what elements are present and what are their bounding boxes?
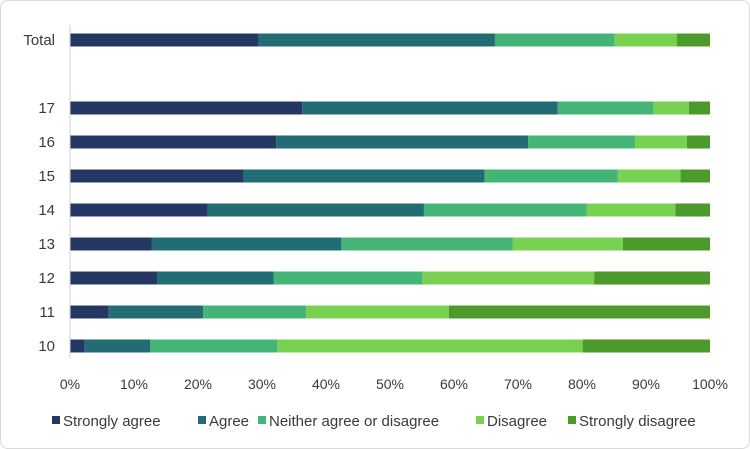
category-label: 13 xyxy=(38,236,55,253)
bar-segment xyxy=(150,339,278,353)
category-label: 15 xyxy=(38,168,55,185)
x-tick-label: 90% xyxy=(632,376,660,392)
bar-segment xyxy=(494,33,615,47)
x-tick-label: 100% xyxy=(692,376,728,392)
x-tick-label: 30% xyxy=(248,376,276,392)
x-tick-label: 0% xyxy=(60,376,80,392)
x-tick-label: 40% xyxy=(312,376,340,392)
category-label: 17 xyxy=(38,100,55,117)
x-tick-label: 60% xyxy=(440,376,468,392)
bar-segment xyxy=(528,135,636,149)
category-label: Total xyxy=(23,32,55,49)
category-label: 12 xyxy=(38,270,55,287)
bar-segment xyxy=(680,169,710,183)
bar-segment xyxy=(653,101,689,115)
category-label: 11 xyxy=(39,304,55,321)
bar-segment xyxy=(70,33,259,47)
bar-segment xyxy=(617,169,681,183)
bar-segment xyxy=(512,237,623,251)
legend-swatch xyxy=(258,416,266,424)
bar-segment xyxy=(422,271,595,285)
bar-segment xyxy=(243,169,485,183)
x-axis-tick-labels: 0% 10% 20% 30% 40% 50% 60% 70% 80% 90% 100% xyxy=(60,376,728,392)
bar-segment xyxy=(84,339,150,353)
bar-segment xyxy=(70,101,303,115)
bar-segment xyxy=(423,203,587,217)
legend-swatch xyxy=(476,416,484,424)
bar-segment xyxy=(302,101,558,115)
legend-label: Neither agree or disagree xyxy=(269,413,439,430)
bar-segment xyxy=(277,339,583,353)
bar-segment xyxy=(151,237,342,251)
legend-item: Strongly disagree xyxy=(568,413,696,430)
bar-segment xyxy=(276,135,529,149)
x-tick-label: 70% xyxy=(504,376,532,392)
bar-segment xyxy=(614,33,677,47)
bar-segment xyxy=(108,305,204,319)
category-label: 14 xyxy=(38,202,55,219)
legend-item: Strongly agree xyxy=(52,413,161,430)
bar-segment xyxy=(207,203,424,217)
bar-segment xyxy=(70,305,109,319)
legend-item: Neither agree or disagree xyxy=(258,413,439,430)
bar-segment xyxy=(622,237,710,251)
bar-segment xyxy=(70,169,244,183)
legend-item: Disagree xyxy=(476,413,547,430)
bar-segment xyxy=(484,169,618,183)
bar-segment xyxy=(341,237,513,251)
bar-segment xyxy=(203,305,307,319)
x-tick-label: 50% xyxy=(376,376,404,392)
bars-layer xyxy=(70,33,710,353)
x-tick-label: 10% xyxy=(120,376,148,392)
bar-segment xyxy=(594,271,710,285)
bar-segment xyxy=(448,305,710,319)
legend-swatch xyxy=(568,416,576,424)
bar-segment xyxy=(70,203,208,217)
bar-segment xyxy=(557,101,654,115)
legend-label: Disagree xyxy=(487,413,547,430)
bar-segment xyxy=(582,339,710,353)
bar-segment xyxy=(586,203,676,217)
legend-label: Strongly disagree xyxy=(579,413,696,430)
legend-item: Agree xyxy=(198,413,249,430)
bar-segment xyxy=(70,339,85,353)
bar-segment xyxy=(258,33,495,47)
bar-segment xyxy=(676,33,710,47)
bar-segment xyxy=(70,237,152,251)
legend-label: Agree xyxy=(209,413,249,430)
bar-segment xyxy=(306,305,449,319)
category-labels: Total 17 16 15 14 13 12 11 10 xyxy=(23,32,55,355)
bar-segment xyxy=(686,135,710,149)
legend-swatch xyxy=(198,416,206,424)
bar-segment xyxy=(273,271,422,285)
bar-segment xyxy=(157,271,274,285)
x-tick-label: 20% xyxy=(184,376,212,392)
bar-segment xyxy=(688,101,710,115)
category-label: 10 xyxy=(38,338,55,355)
legend-swatch xyxy=(52,416,60,424)
bar-segment xyxy=(675,203,710,217)
bar-segment xyxy=(635,135,687,149)
legend: Strongly agree Agree Neither agree or disa… xyxy=(52,413,696,430)
legend-label: Strongly agree xyxy=(63,413,161,430)
x-tick-label: 80% xyxy=(568,376,596,392)
category-label: 16 xyxy=(38,134,55,151)
bar-segment xyxy=(70,271,158,285)
bar-segment xyxy=(70,135,277,149)
